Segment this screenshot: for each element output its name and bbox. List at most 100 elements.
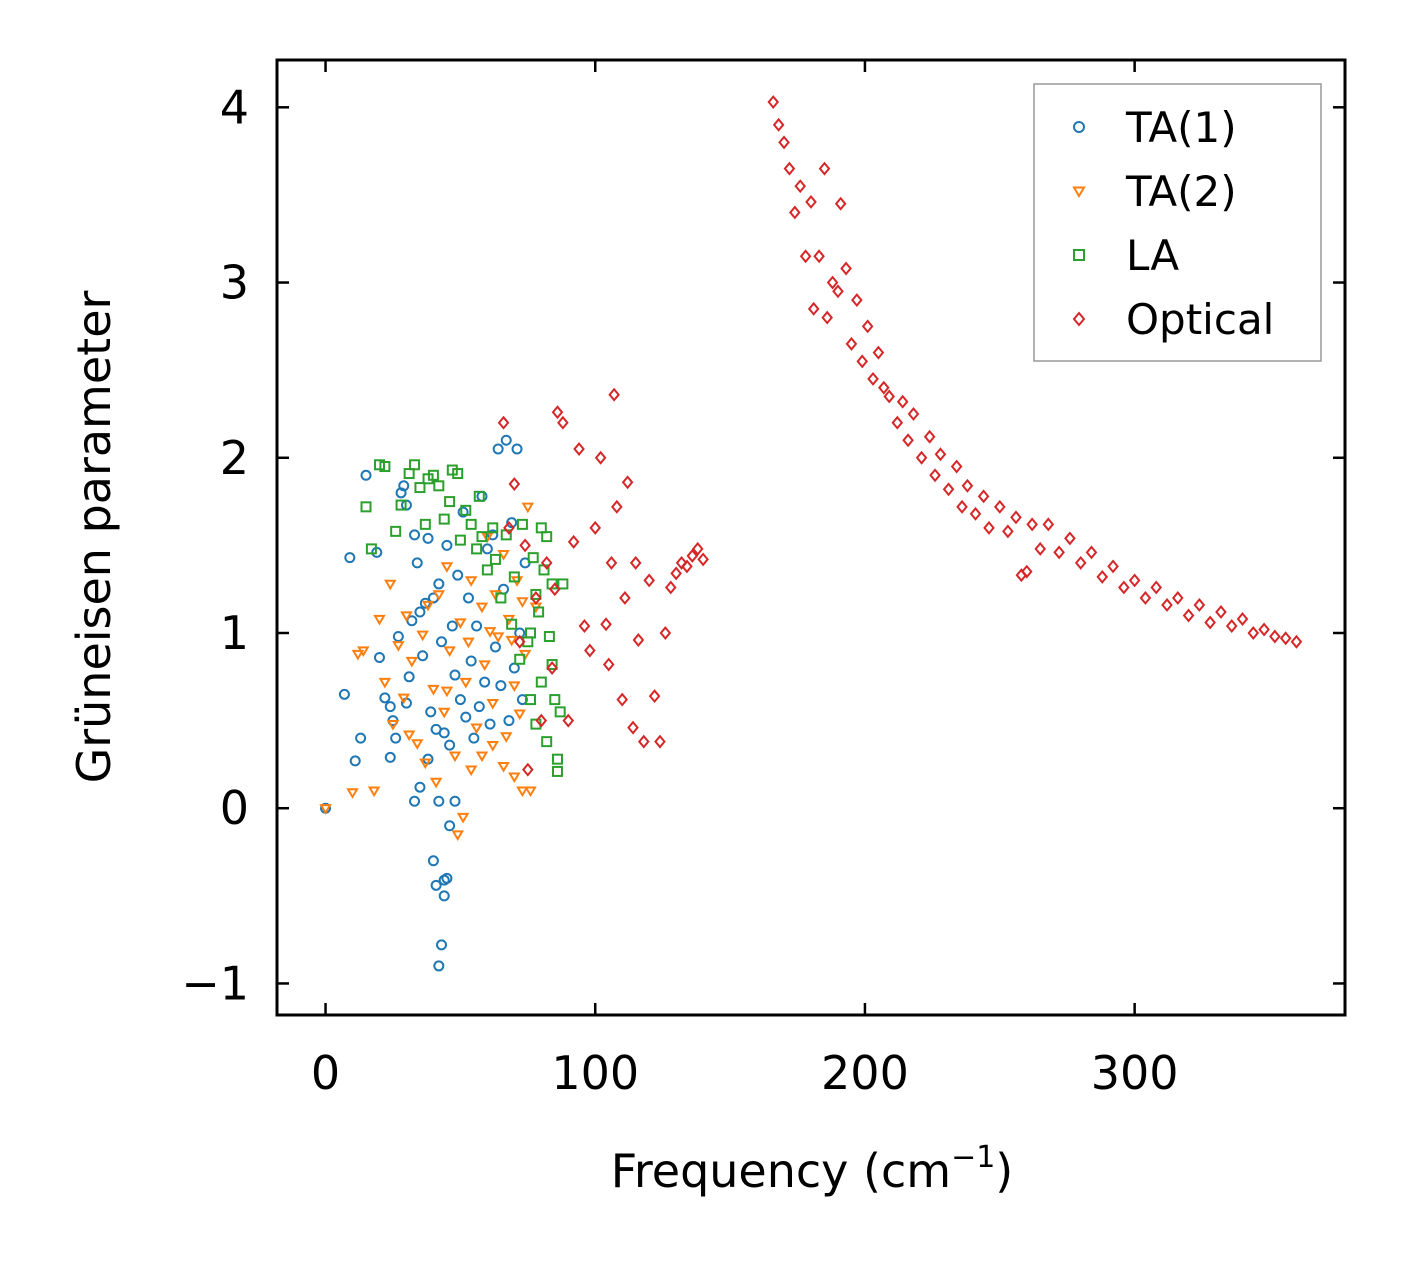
data-point — [611, 499, 623, 514]
data-point — [492, 443, 504, 455]
data-point — [471, 543, 483, 555]
data-point — [465, 655, 477, 667]
data-point — [452, 468, 464, 480]
data-point — [355, 732, 367, 744]
data-point — [497, 415, 510, 430]
data-point — [1010, 510, 1022, 525]
data-point — [681, 559, 693, 574]
data-point — [395, 487, 407, 499]
data-point — [441, 872, 453, 884]
data-point — [402, 730, 416, 742]
data-point — [573, 442, 585, 456]
data-point — [525, 694, 537, 706]
series-ta-1- — [320, 434, 531, 972]
data-point — [392, 641, 405, 652]
data-point — [1096, 569, 1109, 584]
data-point — [826, 275, 839, 290]
data-point — [495, 592, 507, 604]
data-point — [627, 720, 639, 735]
data-point — [902, 433, 914, 448]
data-point — [462, 637, 475, 649]
data-point — [338, 688, 350, 700]
data-point — [449, 669, 461, 681]
data-point — [417, 650, 429, 662]
data-point — [1247, 626, 1260, 640]
data-point — [476, 531, 488, 543]
data-point — [799, 249, 812, 264]
data-point — [360, 469, 372, 481]
data-point — [465, 518, 477, 530]
data-point — [508, 477, 521, 492]
data-point — [637, 734, 650, 749]
plot-frame — [275, 58, 1347, 1017]
legend-label: TA(2) — [1125, 167, 1237, 216]
data-point — [406, 615, 418, 627]
data-point — [530, 590, 542, 605]
data-point — [444, 739, 456, 751]
data-point — [1215, 605, 1227, 619]
data-point — [390, 732, 402, 744]
data-point — [489, 553, 501, 565]
data-point — [491, 632, 505, 643]
data-point — [460, 504, 472, 516]
data-point — [767, 95, 780, 110]
x-axis-title-main: Frequency (cm — [611, 1144, 951, 1198]
y-tick-label: −1 — [181, 956, 249, 1010]
data-point — [923, 429, 936, 444]
data-point — [840, 261, 852, 276]
data-point — [351, 649, 365, 661]
data-point — [1279, 631, 1292, 646]
data-point — [405, 656, 419, 668]
data-point — [433, 480, 445, 492]
data-point — [551, 753, 563, 765]
data-point — [856, 354, 869, 369]
data-point — [516, 597, 529, 608]
data-point — [411, 557, 423, 569]
data-point — [475, 602, 489, 614]
data-point — [540, 555, 553, 570]
data-point — [499, 732, 513, 743]
data-point — [1161, 598, 1173, 612]
legend-label: LA — [1126, 231, 1179, 280]
data-point — [1118, 580, 1130, 595]
data-point — [386, 719, 400, 731]
data-point — [783, 161, 796, 176]
data-point — [794, 179, 807, 194]
data-point — [519, 538, 531, 553]
data-point — [384, 701, 396, 713]
data-point — [425, 706, 437, 718]
data-marks — [319, 95, 1303, 972]
data-point — [462, 592, 474, 604]
data-point — [608, 387, 620, 402]
data-point — [522, 762, 534, 777]
data-point — [845, 336, 858, 351]
data-point — [430, 879, 442, 891]
data-point — [524, 786, 537, 798]
data-point — [511, 443, 523, 455]
data-point — [436, 636, 448, 648]
data-point — [319, 804, 332, 815]
data-point — [489, 590, 502, 601]
data-point — [643, 573, 655, 588]
data-point — [503, 520, 515, 535]
data-point — [1026, 517, 1038, 532]
data-point — [664, 580, 677, 595]
legend: TA(1) TA(2) LA Optical — [1033, 83, 1322, 362]
data-point — [440, 562, 454, 573]
data-point — [589, 520, 602, 535]
data-point — [349, 755, 361, 767]
data-point — [789, 205, 801, 220]
data-point — [403, 671, 415, 683]
data-point — [861, 319, 874, 334]
data-point — [686, 548, 699, 563]
data-point — [438, 890, 450, 902]
data-point — [1150, 580, 1163, 595]
data-point — [433, 578, 445, 590]
data-point — [929, 468, 941, 483]
data-point — [950, 459, 963, 474]
x-tick-label: 0 — [311, 1046, 340, 1100]
data-point — [1002, 524, 1014, 539]
data-point — [454, 534, 466, 546]
data-point — [432, 590, 446, 601]
y-tick-label: 2 — [220, 431, 249, 485]
